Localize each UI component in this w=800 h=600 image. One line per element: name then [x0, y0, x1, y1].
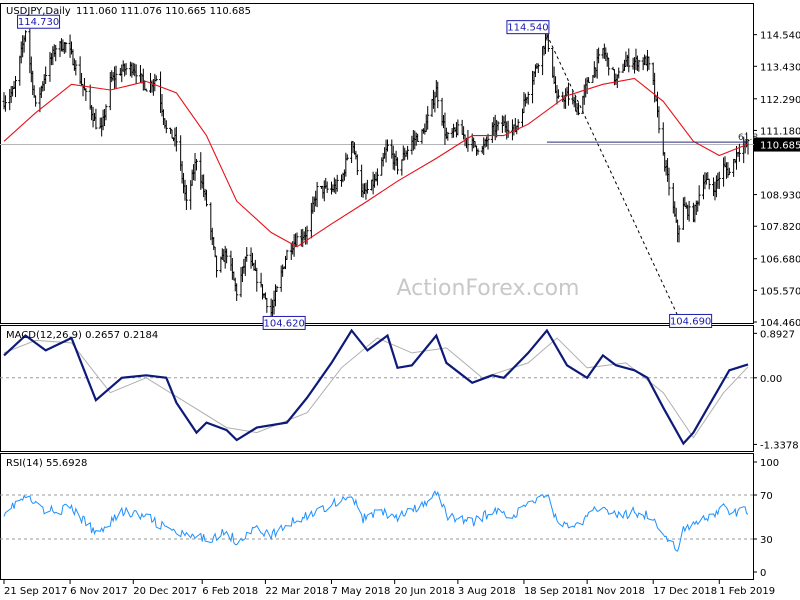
x-tick-label: 1 Nov 2018: [587, 586, 645, 597]
fib-61-8-label: 61.8: [738, 133, 758, 143]
x-tick-label: 20 Dec 2017: [133, 586, 197, 597]
price-annotation-box: [506, 20, 550, 35]
macd-label: MACD(12,26,9) 0.2657 0.2184: [6, 330, 158, 341]
watermark: ActionForex.com: [397, 276, 580, 301]
rsi-panel: [0, 453, 754, 580]
price-annotation-box: [17, 14, 61, 29]
price-annotation-box: [669, 313, 713, 328]
current-price-tag: [754, 137, 800, 152]
macd-line: [3, 328, 749, 446]
current-price-tag-label: 110.685: [760, 141, 800, 152]
main-y-tick-label: 105.570: [760, 286, 800, 297]
rsi-y-tick-label: 70: [760, 491, 773, 502]
x-tick-label: 21 Sep 2017: [4, 586, 67, 597]
macd-signal-line: [3, 337, 749, 439]
rsi-label: RSI(14) 55.6928: [6, 458, 87, 469]
axes: 114.540 113.430 112.290 111.180 110.685 108.9…: [3, 31, 800, 597]
rsi-y-tick-label: 30: [760, 535, 773, 546]
price-annotation-label: 114.540: [507, 23, 548, 34]
x-tick-label: 6 Feb 2018: [202, 586, 258, 597]
main-y-tick-label: 106.680: [760, 255, 800, 266]
x-tick-label: 22 Mar 2018: [265, 586, 328, 597]
main-y-tick-label: 111.180: [760, 126, 800, 137]
macd-y-tick-label: 0.8927: [760, 329, 795, 340]
main-y-tick-label: 113.430: [760, 62, 800, 73]
x-tick-label: 17 Dec 2018: [653, 586, 717, 597]
sma-line: [3, 77, 749, 248]
main-y-tick-label: 108.930: [760, 191, 800, 202]
main-y-tick-label: 104.460: [760, 318, 800, 329]
macd-y-tick-label: 0.00: [760, 374, 782, 385]
x-tick-label: 7 May 2018: [331, 586, 390, 597]
rsi-y-tick-label: 100: [760, 458, 779, 469]
price-annotation-label: 114.730: [18, 17, 59, 28]
trend-line: [546, 34, 679, 316]
main-y-tick-label: 107.820: [760, 222, 800, 233]
x-tick-label: 6 Nov 2017: [70, 586, 128, 597]
x-tick-label: 18 Sep 2018: [524, 586, 587, 597]
macd-panel: [0, 325, 754, 452]
rsi-series: [0, 490, 753, 552]
price-annotation-box: [262, 315, 306, 330]
price-series: 61.8 114.730 104.620 114.540 104.690: [0, 14, 758, 330]
price-annotation-label: 104.690: [670, 316, 711, 327]
symbol-label: USDJPY,Daily: [6, 6, 71, 17]
rsi-y-tick-label: 0: [760, 568, 766, 579]
macd-series: [0, 328, 753, 446]
rsi-line: [3, 490, 749, 552]
main-y-tick-label: 114.540: [760, 31, 800, 42]
x-tick-label: 20 Jun 2018: [395, 586, 455, 597]
main-panel: [0, 3, 754, 324]
main-y-tick-label: 112.290: [760, 95, 800, 106]
price-annotation-label: 104.620: [263, 318, 304, 329]
ohlc-header: 111.060 111.076 110.665 110.685: [76, 6, 251, 17]
x-tick-label: 1 Feb 2019: [719, 586, 775, 597]
macd-y-tick-label: -1.3378: [760, 440, 799, 451]
x-tick-label: 3 Aug 2018: [458, 586, 516, 597]
